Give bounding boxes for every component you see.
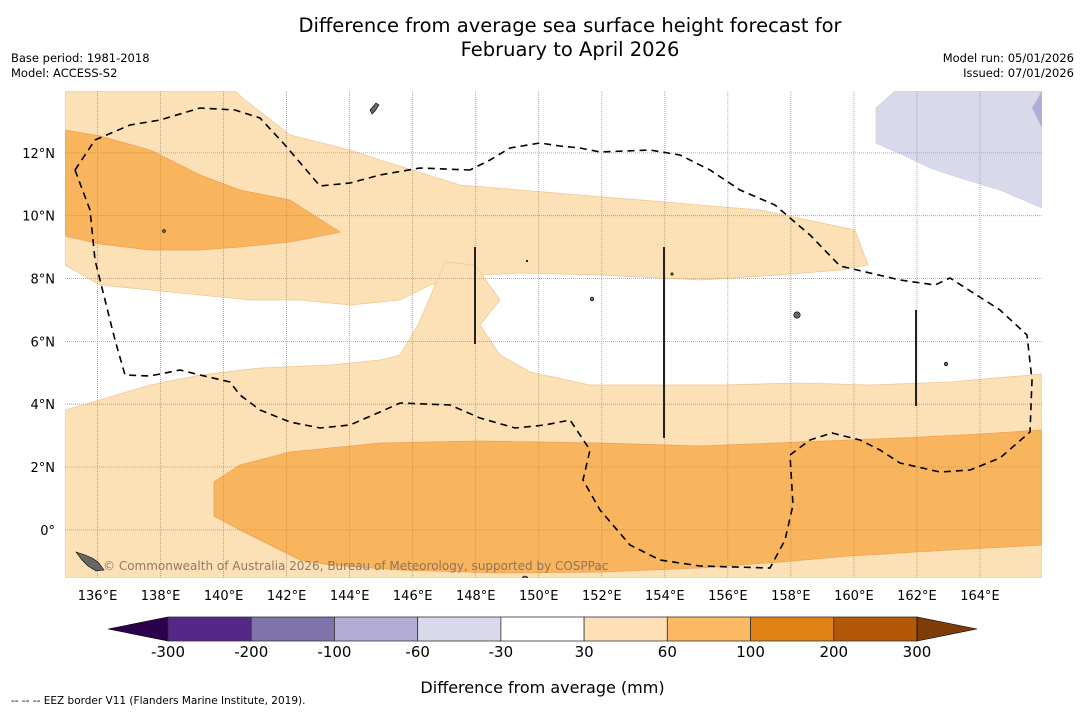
title-line-1: Difference from average sea surface heig… bbox=[298, 14, 842, 37]
anomaly-region-neg30-neg60 bbox=[875, 91, 1042, 209]
lon-tick-label: 138°E bbox=[141, 589, 181, 604]
island-kosrae bbox=[943, 361, 949, 367]
colorbar-tick-label: 300 bbox=[902, 643, 932, 661]
transect-lines bbox=[474, 247, 917, 438]
colorbar-tick-label: 100 bbox=[736, 643, 765, 661]
colorbar-segment bbox=[167, 616, 252, 642]
colorbar-segment bbox=[250, 616, 335, 642]
colorbar-tick-label: -60 bbox=[405, 643, 430, 661]
base-period: Base period: 1981-2018 bbox=[11, 51, 150, 65]
anomaly-region-60-100-equatorial bbox=[213, 429, 1042, 574]
eez-borders bbox=[74, 107, 1033, 569]
colorbar-segment bbox=[334, 616, 419, 642]
gridlines bbox=[65, 91, 1042, 578]
map-title: Difference from average sea surface heig… bbox=[0, 14, 1085, 62]
lat-tick-label: 10°N bbox=[22, 210, 55, 225]
map-plot-area bbox=[65, 91, 1042, 578]
longitude-ticks: 136°E 138°E 140°E 142°E 144°E 146°E 148°E 150°E… bbox=[78, 589, 1000, 604]
colorbar-label: Difference from average (mm) bbox=[420, 678, 665, 697]
eez-border-palau-fsm-west bbox=[74, 107, 471, 187]
lat-tick-label: 2°N bbox=[31, 461, 56, 476]
colorbar-tick-label: 200 bbox=[819, 643, 849, 661]
colorbar-segment bbox=[500, 616, 585, 642]
island-pohnpei bbox=[793, 311, 801, 319]
copyright-text: © Commonwealth of Australia 2026, Bureau… bbox=[103, 559, 608, 573]
lon-tick-label: 148°E bbox=[456, 589, 496, 604]
lon-tick-label: 156°E bbox=[708, 589, 748, 604]
lon-tick-label: 154°E bbox=[645, 589, 685, 604]
colorbar-segment bbox=[583, 616, 668, 642]
lon-tick-label: 160°E bbox=[834, 589, 874, 604]
meta-right: Model run: 05/01/2026 Issued: 07/01/2026 bbox=[943, 51, 1074, 80]
anomaly-region-30-60-north bbox=[65, 91, 869, 306]
lon-tick-label: 146°E bbox=[393, 589, 433, 604]
lon-tick-label: 158°E bbox=[771, 589, 811, 604]
title-line-2: February to April 2026 bbox=[460, 38, 680, 61]
islands bbox=[75, 102, 949, 578]
colorbar-tick-label: -30 bbox=[488, 643, 514, 661]
colorbar-tick-label: 30 bbox=[574, 643, 594, 661]
lon-tick-label: 136°E bbox=[78, 589, 118, 604]
lat-tick-label: 6°N bbox=[31, 335, 56, 350]
colorbar-extend-high bbox=[916, 616, 978, 642]
anomaly-region-60-100-northwest bbox=[65, 129, 342, 251]
lon-tick-label: 144°E bbox=[330, 589, 370, 604]
meta-left: Base period: 1981-2018 Model: ACCESS-S2 bbox=[11, 51, 150, 80]
anomaly-region-neg60-neg100 bbox=[1032, 91, 1042, 128]
lat-tick-label: 0° bbox=[40, 524, 55, 539]
island-chuuk bbox=[589, 296, 595, 302]
island-new-guinea-west bbox=[75, 551, 105, 572]
island-small-2 bbox=[525, 259, 529, 263]
model-run: Model run: 05/01/2026 bbox=[942, 51, 1074, 65]
colorbar-segment bbox=[666, 616, 751, 642]
lon-tick-label: 140°E bbox=[204, 589, 244, 604]
lat-tick-label: 4°N bbox=[31, 398, 56, 413]
issued-date: Issued: 07/01/2026 bbox=[963, 65, 1074, 80]
colorbar-tick-label: -100 bbox=[317, 643, 352, 661]
colorbar-tick-label: -300 bbox=[150, 643, 186, 661]
colorbar bbox=[107, 616, 978, 642]
colorbar-extend-low bbox=[107, 616, 169, 642]
island-small-3 bbox=[521, 575, 529, 578]
eez-footnote: -- -- -- EEZ border V11 (Flanders Marine… bbox=[11, 695, 306, 707]
lon-tick-label: 164°E bbox=[960, 589, 1000, 604]
lon-tick-label: 150°E bbox=[519, 589, 559, 604]
colorbar-tick-label: 60 bbox=[657, 643, 677, 661]
lon-tick-label: 142°E bbox=[267, 589, 307, 604]
colorbar-segment bbox=[750, 616, 835, 642]
island-yap bbox=[162, 229, 166, 233]
eez-border-western-loop bbox=[74, 142, 1033, 569]
lon-tick-label: 162°E bbox=[897, 589, 937, 604]
colorbar-tick-label: -200 bbox=[234, 643, 269, 661]
colorbar-segment bbox=[833, 616, 918, 642]
latitude-ticks: 0° 2°N 4°N 6°N 8°N 10°N 12°N bbox=[22, 147, 55, 539]
colorbar-segment bbox=[417, 616, 502, 642]
model-name: Model: ACCESS-S2 bbox=[11, 65, 118, 80]
lon-tick-label: 152°E bbox=[582, 589, 622, 604]
lat-tick-label: 8°N bbox=[31, 273, 56, 288]
island-small-1 bbox=[670, 272, 674, 276]
lat-tick-label: 12°N bbox=[22, 147, 55, 162]
island-guam bbox=[369, 102, 380, 115]
